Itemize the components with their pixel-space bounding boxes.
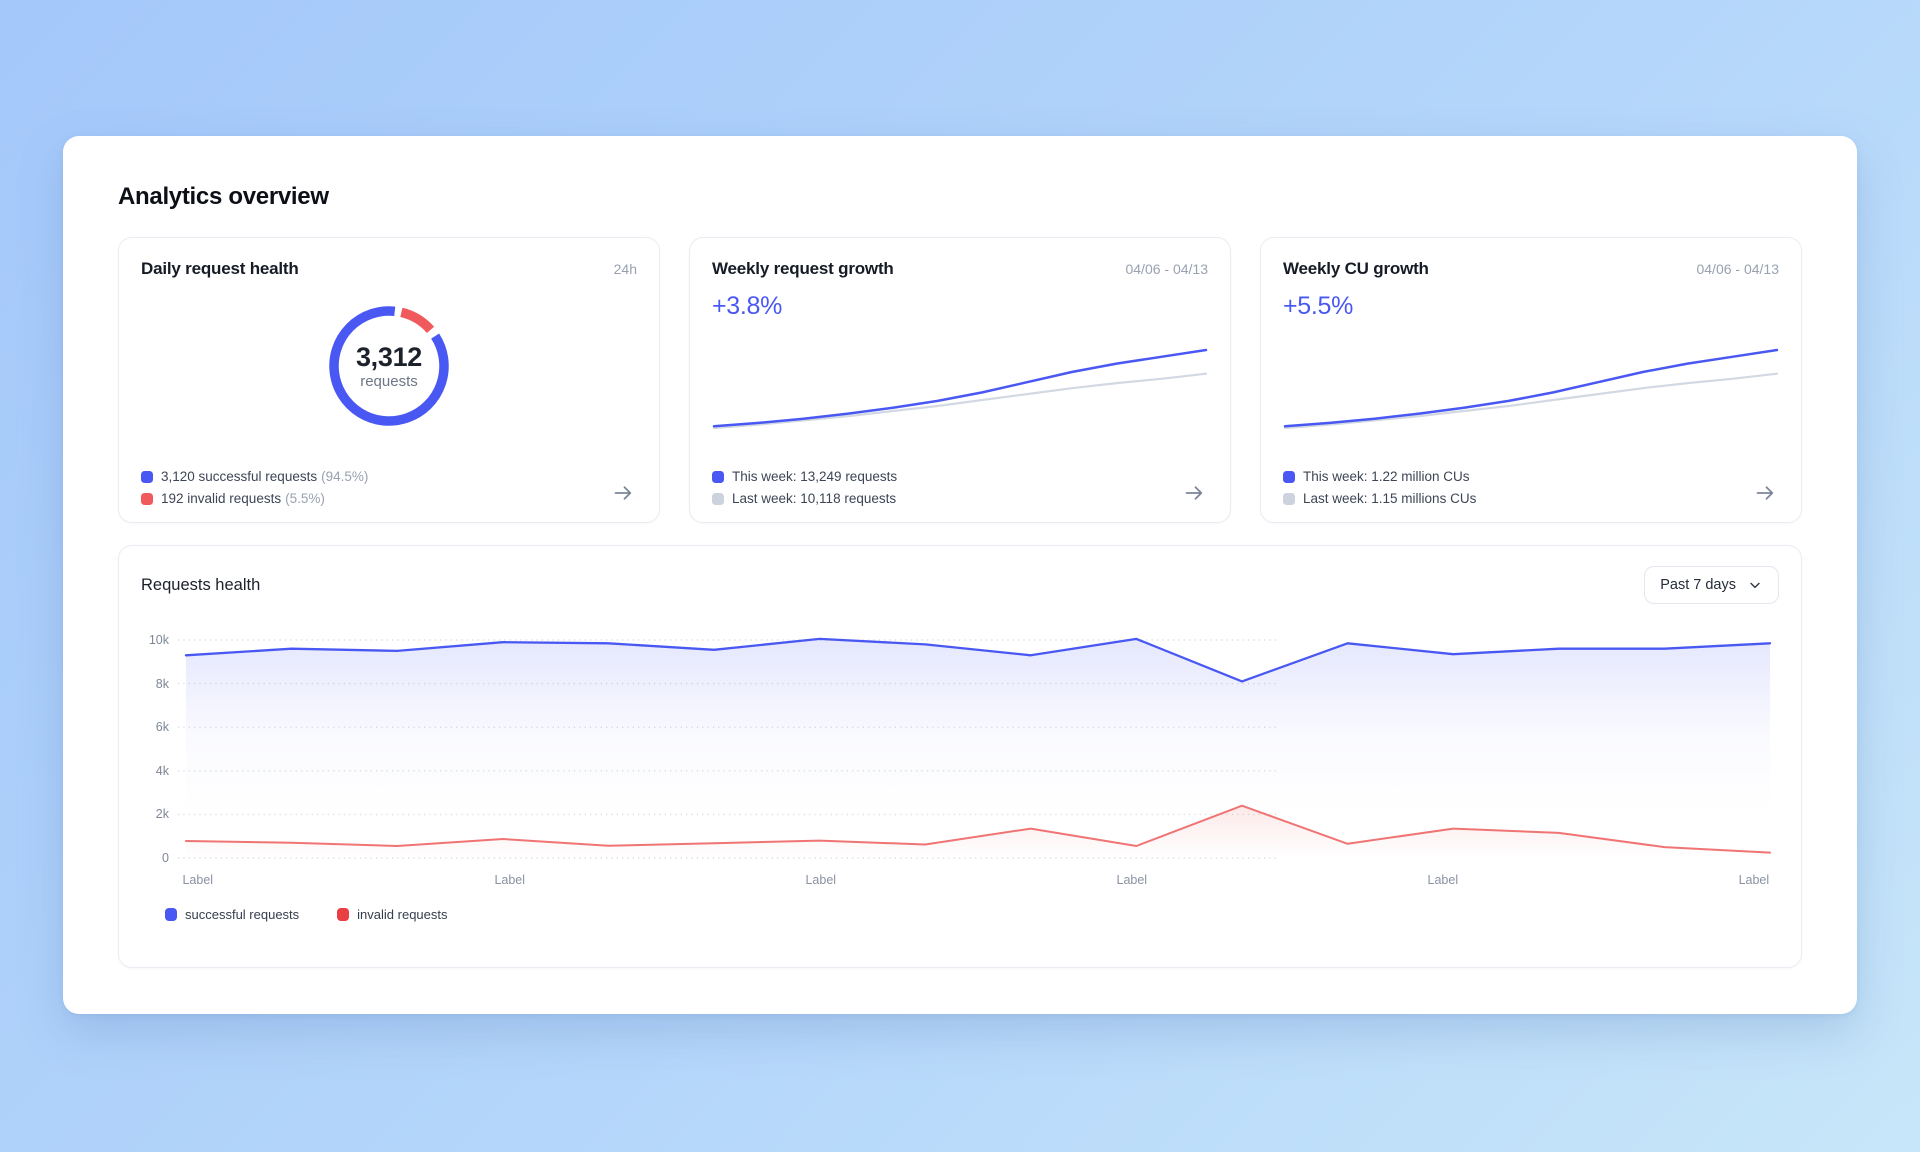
donut-chart: 3,312 requests [323, 300, 455, 432]
y-tick-label: 0 [162, 851, 169, 865]
legend-text: Last week: 1.15 millions CUs [1303, 491, 1477, 506]
trend-chart-svg [712, 348, 1208, 430]
legend-swatch-blue [712, 470, 724, 483]
x-tick-label: Label [1427, 873, 1459, 887]
y-tick-label: 10k [148, 633, 169, 647]
arrow-right-icon [1756, 486, 1774, 500]
chart-legend: successful requests invalid requests [165, 906, 1779, 923]
delta-value: +3.8% [712, 292, 783, 320]
invalid-requests-line [184, 804, 1772, 854]
weekly-request-growth-card: Weekly request growth 04/06 - 04/13 +3.8… [689, 237, 1231, 523]
legend-text: This week: 13,249 requests [732, 469, 898, 484]
requests-health-title: Requests health [141, 575, 261, 594]
y-tick-label: 6k [155, 720, 169, 735]
requests-health-header: Requests health Past 7 days [141, 566, 1779, 604]
donut-chart-svg [329, 306, 449, 426]
x-tick-label: Label [1116, 873, 1148, 887]
legend-text: 192 invalid requests (5.5%) [161, 491, 325, 506]
legend-text: invalid requests [357, 907, 448, 922]
x-axis-labels: Label Label Label Label Label Label [178, 873, 1773, 893]
donut-unit: requests [360, 373, 418, 390]
legend-text: 3,120 successful requests (94.5%) [161, 469, 369, 484]
requests-health-chart: 0 2k 4k 6k 8k 10k [141, 630, 1779, 870]
trend-chart [1283, 338, 1779, 434]
legend-item: 192 invalid requests (5.5%) [141, 490, 368, 507]
card-legend: 3,120 successful requests (94.5%) 192 inv… [141, 468, 368, 507]
trend-chart-svg [1283, 348, 1779, 430]
card-period: 04/06 - 04/13 [1125, 261, 1208, 277]
weekly-cu-card-arrow-button[interactable] [1751, 479, 1779, 507]
legend-swatch-gray [712, 492, 724, 505]
card-footer: This week: 13,249 requests Last week: 10… [712, 468, 1208, 507]
successful-area [185, 638, 1771, 858]
legend-item: invalid requests [337, 906, 448, 923]
arrow-right-icon [1185, 486, 1203, 500]
legend-text: successful requests [185, 907, 300, 922]
daily-card-arrow-button[interactable] [609, 479, 637, 507]
card-header: Weekly CU growth 04/06 - 04/13 [1283, 258, 1779, 280]
card-period: 04/06 - 04/13 [1696, 261, 1779, 277]
x-tick-label: Label [805, 873, 837, 887]
legend-item: Last week: 10,118 requests [712, 490, 897, 507]
y-tick-label: 8k [155, 676, 169, 691]
daily-request-health-card: Daily request health 24h 3,312 requests … [118, 237, 660, 523]
x-tick-label: Label [182, 873, 214, 887]
legend-muted: (5.5%) [285, 491, 325, 506]
legend-item: This week: 13,249 requests [712, 468, 897, 485]
card-footer: This week: 1.22 million CUs Last week: 1… [1283, 468, 1779, 507]
legend-text: This week: 1.22 million CUs [1303, 469, 1470, 484]
plot-area [178, 630, 1773, 870]
legend-item: 3,120 successful requests (94.5%) [141, 468, 368, 485]
chevron-down-icon [1750, 582, 1760, 589]
line-chart-svg [178, 637, 1772, 859]
legend-muted: (94.5%) [321, 469, 369, 484]
legend-text: Last week: 10,118 requests [732, 491, 897, 506]
legend-item: This week: 1.22 million CUs [1283, 468, 1476, 485]
legend-swatch-red [141, 492, 153, 505]
page-title: Analytics overview [118, 183, 329, 210]
range-dropdown[interactable]: Past 7 days [1644, 566, 1779, 604]
legend-swatch-red [337, 908, 350, 921]
card-legend: This week: 13,249 requests Last week: 10… [712, 468, 897, 507]
card-header: Weekly request growth 04/06 - 04/13 [712, 258, 1208, 280]
legend-swatch-blue [1283, 470, 1295, 483]
x-tick-label: Label [494, 873, 526, 887]
weekly-requests-card-arrow-button[interactable] [1180, 479, 1208, 507]
overview-cards-row: Daily request health 24h 3,312 requests … [118, 237, 1802, 523]
weekly-cu-growth-card: Weekly CU growth 04/06 - 04/13 +5.5% Thi… [1260, 237, 1802, 523]
card-legend: This week: 1.22 million CUs Last week: 1… [1283, 468, 1476, 507]
analytics-panel: Analytics overview Daily request health … [63, 136, 1857, 1014]
donut-value: 3,312 [355, 342, 423, 372]
card-footer: 3,120 successful requests (94.5%) 192 inv… [141, 468, 637, 507]
delta-value: +5.5% [1283, 292, 1354, 320]
legend-swatch-gray [1283, 492, 1295, 505]
card-period: 24h [613, 261, 637, 277]
card-title: Weekly CU growth [1283, 259, 1429, 278]
card-title: Daily request health [141, 259, 299, 278]
successful-requests-line [184, 637, 1772, 683]
y-axis-labels: 0 2k 4k 6k 8k 10k [141, 630, 169, 870]
legend-item: Last week: 1.15 millions CUs [1283, 490, 1476, 507]
x-tick-label: Label [1738, 873, 1770, 887]
legend-swatch-blue [165, 908, 177, 921]
card-header: Daily request health 24h [141, 258, 637, 280]
card-title: Weekly request growth [712, 259, 894, 278]
legend-item: successful requests [165, 906, 299, 923]
legend-swatch-blue [141, 470, 153, 483]
y-tick-label: 4k [155, 763, 169, 778]
trend-chart [712, 338, 1208, 434]
y-tick-label: 2k [155, 807, 169, 822]
arrow-right-icon [614, 486, 632, 500]
donut-center: 3,312 requests [323, 300, 455, 432]
requests-health-card: Requests health Past 7 days 0 2k 4k 6k 8k 10k [118, 545, 1802, 968]
range-dropdown-label: Past 7 days [1660, 577, 1736, 593]
